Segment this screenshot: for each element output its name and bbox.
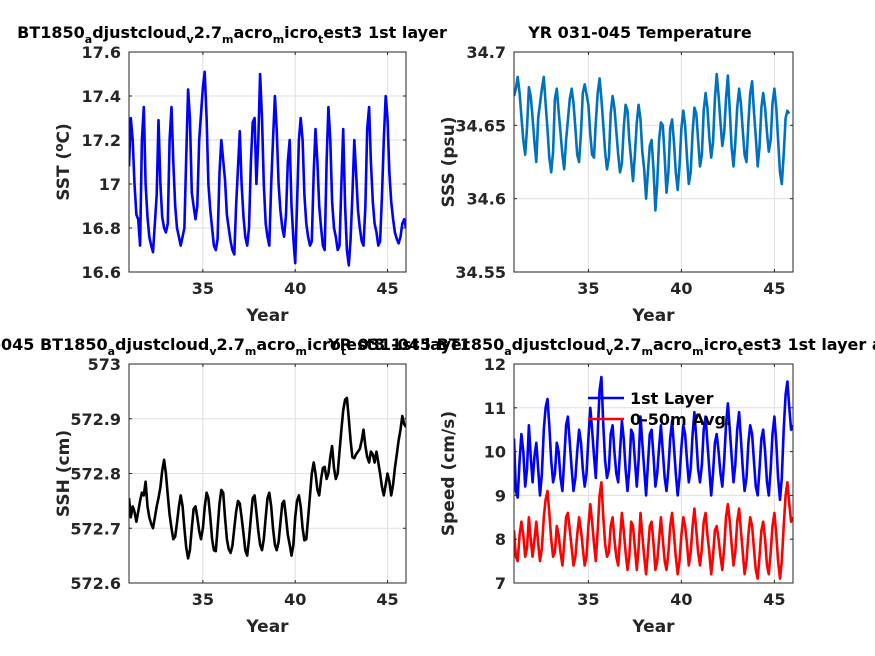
y-tick-label: 17.6 — [82, 43, 121, 62]
y-tick-label: 34.55 — [455, 263, 506, 282]
subplot-1: 35 40 45 16.6 16.8 17 17.2 17.4 17.6 Year SST (oC)… — [17, 23, 447, 326]
y-tick-label: 12 — [484, 355, 506, 374]
x-tick-label: 35 — [192, 279, 214, 298]
y-tick-label: 572.7 — [70, 519, 121, 538]
x-tick-label: 45 — [376, 279, 398, 298]
y-tick-label: 572.6 — [70, 574, 121, 593]
y-axis-label: SSH (cm) — [54, 430, 74, 517]
y-tick-label: 8 — [495, 530, 506, 549]
subplot-title: YR 031-045 Temperature — [527, 23, 752, 42]
x-axis-label: Year — [631, 306, 675, 326]
series-line-1 — [514, 375, 793, 502]
y-tick-label: 17.2 — [82, 131, 121, 150]
axes-box — [513, 51, 794, 273]
x-tick-label: 35 — [577, 590, 599, 609]
x-tick-label: 45 — [763, 590, 785, 609]
y-axis-label: SST (oC) — [52, 123, 74, 201]
subplot-title: -045 BT1850adjustcloudv2.7macromicrotest… — [0, 335, 470, 358]
legend: 1st Layer 0-50m Avg. — [588, 389, 732, 429]
series-line-2 — [514, 481, 793, 580]
y-tick-label: 34.7 — [467, 43, 506, 62]
series-line-1 — [129, 396, 406, 560]
y-tick-label: 16.6 — [82, 263, 121, 282]
x-tick-label: 35 — [577, 279, 599, 298]
x-tick-label: 45 — [376, 590, 398, 609]
x-tick-label: 40 — [284, 279, 306, 298]
y-tick-label: 16.8 — [82, 219, 121, 238]
y-tick-label: 34.6 — [467, 190, 506, 209]
x-tick-label: 40 — [670, 279, 692, 298]
y-axis-label: Speed (cm/s) — [439, 411, 459, 536]
x-axis-label: Year — [245, 306, 289, 326]
series-line-1 — [514, 72, 791, 212]
subplot-title: BT1850adjustcloudv2.7macromicrotest3 1st… — [17, 23, 447, 46]
x-tick-label: 45 — [763, 279, 785, 298]
y-tick-label: 572.9 — [70, 410, 121, 429]
y-tick-label: 10 — [484, 443, 506, 462]
subplot-title: YR 031-045 BT1850adjustcloudv2.7macromic… — [327, 335, 875, 358]
series-line-1 — [129, 70, 406, 267]
y-tick-label: 11 — [484, 399, 506, 418]
x-tick-label: 40 — [284, 590, 306, 609]
legend-label: 0-50m Avg. — [630, 410, 732, 429]
y-tick-label: 572.8 — [70, 465, 121, 484]
subplot-3: 35 40 45 572.6 572.7 572.8 572.9 573 Year SSH (cm… — [0, 335, 470, 637]
y-tick-label: 9 — [495, 486, 506, 505]
y-tick-label: 7 — [495, 574, 506, 593]
x-tick-label: 40 — [670, 590, 692, 609]
y-tick-label: 17 — [99, 175, 121, 194]
y-axis-label: SSS (psu) — [439, 116, 459, 207]
subplot-4: 35 40 45 7 8 9 10 11 12 Year Speed (cm/s) YR 031-04… — [327, 335, 875, 637]
axes-box — [128, 51, 407, 273]
y-tick-label: 34.65 — [455, 116, 506, 135]
subplot-2: 35 40 45 34.55 34.6 34.65 34.7 Year SSS (psu) YR … — [439, 23, 794, 326]
y-tick-label: 17.4 — [82, 87, 121, 106]
legend-label: 1st Layer — [630, 389, 714, 408]
x-axis-label: Year — [631, 617, 675, 637]
axes-box — [513, 363, 794, 584]
x-axis-label: Year — [245, 617, 289, 637]
y-tick-label: 573 — [88, 355, 121, 374]
x-tick-label: 35 — [192, 590, 214, 609]
